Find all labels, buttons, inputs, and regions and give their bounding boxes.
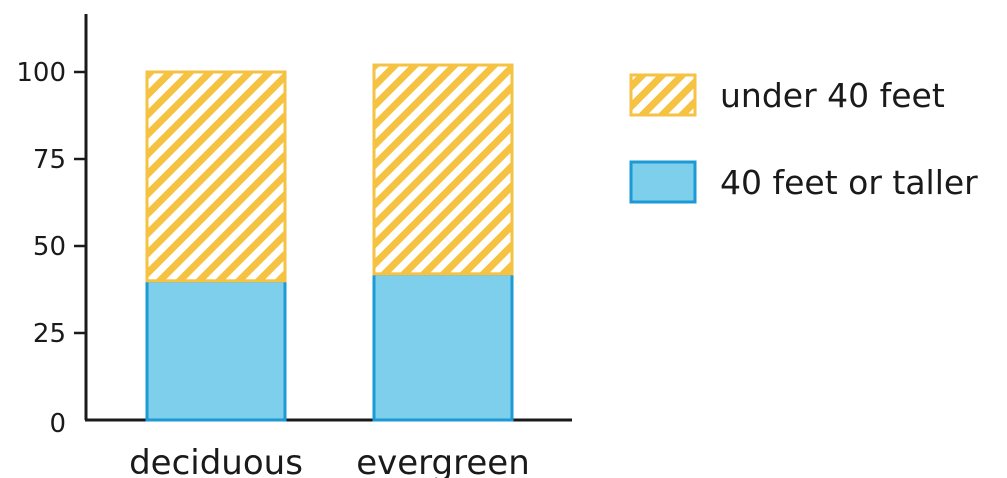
legend-label-over-40: 40 feet or taller	[720, 163, 978, 202]
y-tick-label: 25	[33, 319, 66, 349]
bar-deciduous-tall	[145, 279, 287, 422]
y-tick-label: 0	[49, 409, 66, 439]
legend-swatch-under-40	[629, 73, 697, 117]
category-label-deciduous: deciduous	[129, 443, 303, 478]
y-tick-label: 50	[33, 232, 66, 262]
bar-evergreen-short	[372, 63, 514, 276]
category-labels: deciduous evergreen	[129, 443, 530, 478]
category-label-evergreen: evergreen	[356, 443, 530, 478]
legend: under 40 feet 40 feet or taller	[629, 73, 978, 204]
legend-label-under-40: under 40 feet	[720, 76, 945, 115]
legend-swatch-over-40	[629, 160, 697, 204]
y-tick-label: 100	[16, 58, 66, 88]
bar-evergreen-tall	[372, 272, 514, 422]
bar-deciduous-short	[145, 70, 287, 283]
y-tick-label: 75	[33, 145, 66, 175]
bars	[145, 63, 514, 422]
